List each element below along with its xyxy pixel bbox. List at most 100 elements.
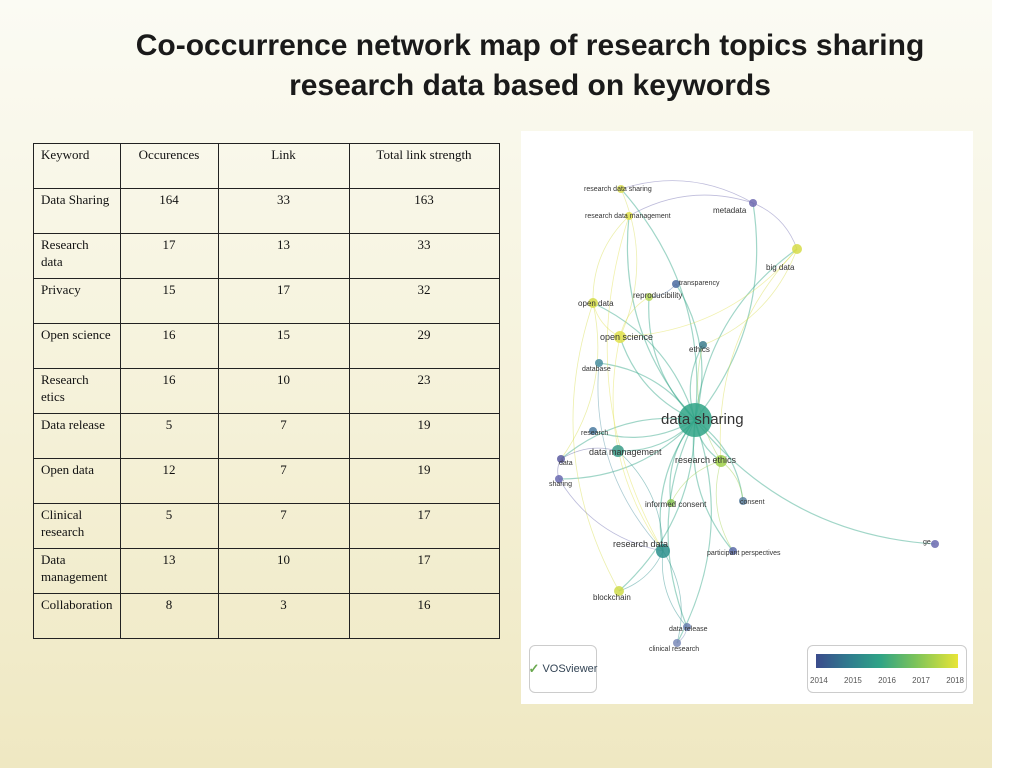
- network-node-circle[interactable]: [715, 455, 727, 467]
- cell-strength: 23: [348, 368, 500, 414]
- network-node-circle[interactable]: [729, 547, 737, 555]
- network-node-circle[interactable]: [683, 623, 691, 631]
- table-row: Open data 12 7 19: [33, 458, 500, 504]
- network-node-circle[interactable]: [673, 639, 681, 647]
- cell-occurences: 13: [119, 548, 219, 594]
- network-node-circle[interactable]: [931, 540, 939, 548]
- network-node[interactable]: ethics: [689, 341, 710, 354]
- network-node-circle[interactable]: [656, 544, 670, 558]
- network-node-circle[interactable]: [557, 455, 565, 463]
- network-node-circle[interactable]: [749, 199, 757, 207]
- network-node-label: reproducibility: [633, 291, 682, 300]
- header-link: Link: [217, 143, 350, 189]
- network-node[interactable]: research data: [613, 539, 670, 558]
- network-edge: [715, 460, 734, 552]
- network-node-circle[interactable]: [589, 427, 597, 435]
- cell-strength: 16: [348, 593, 500, 639]
- title-line-1: Co-occurrence network map of research to…: [135, 29, 925, 62]
- network-node-circle[interactable]: [555, 475, 563, 483]
- network-node-label: open data: [578, 299, 614, 308]
- network-node-label: data: [559, 460, 573, 467]
- network-node-label: consent: [740, 499, 765, 506]
- network-node-circle[interactable]: [614, 331, 626, 343]
- network-node[interactable]: sharing: [549, 475, 572, 488]
- network-edge: [667, 419, 696, 628]
- network-node-circle[interactable]: [699, 341, 707, 349]
- network-node[interactable]: consent: [739, 497, 765, 506]
- network-node[interactable]: data management: [589, 445, 662, 457]
- cell-strength: 29: [348, 323, 500, 369]
- network-node[interactable]: transparency: [672, 280, 720, 288]
- color-scale-tick: 2016: [878, 676, 896, 685]
- network-node[interactable]: reproducibility: [633, 291, 682, 301]
- cell-strength: 33: [348, 233, 500, 279]
- cell-keyword: Clinical research: [33, 503, 121, 549]
- network-node-circle[interactable]: [678, 403, 712, 437]
- cell-keyword: Open data: [33, 458, 121, 504]
- network-edge: [692, 419, 734, 552]
- network-edge: [617, 450, 664, 552]
- color-scale-tick: 2017: [912, 676, 930, 685]
- cell-strength: 17: [348, 503, 500, 549]
- network-node-label: transparency: [679, 280, 720, 287]
- cell-strength: 32: [348, 278, 500, 324]
- network-node[interactable]: big data: [766, 244, 802, 272]
- network-nodes: data sharing research ethics data manageme…: [549, 185, 939, 653]
- cell-link: 15: [217, 323, 350, 369]
- network-node[interactable]: blockchain: [593, 586, 631, 602]
- table-row: Collaboration 8 3 16: [33, 593, 500, 639]
- cell-link: 33: [217, 188, 350, 234]
- network-node-circle[interactable]: [612, 445, 624, 457]
- network-node-circle[interactable]: [614, 586, 624, 596]
- network-edge: [694, 419, 936, 545]
- network-edge: [662, 550, 682, 644]
- network-node-circle[interactable]: [792, 244, 802, 254]
- network-node[interactable]: data release: [669, 623, 708, 633]
- network-node-circle[interactable]: [617, 185, 625, 193]
- cell-occurences: 16: [119, 368, 219, 414]
- network-edge: [619, 296, 650, 338]
- network-node-circle[interactable]: [588, 298, 598, 308]
- network-map: data sharing research ethics data manageme…: [549, 180, 939, 653]
- network-node-label: metadata: [713, 206, 747, 215]
- table-row: Open science 16 15 29: [33, 323, 500, 369]
- network-node-circle[interactable]: [667, 499, 675, 507]
- network-node[interactable]: open data: [578, 298, 614, 308]
- network-edge: [659, 419, 696, 552]
- cell-link: 10: [217, 548, 350, 594]
- cell-keyword: Open science: [33, 323, 121, 369]
- network-node[interactable]: informed consent: [645, 499, 707, 509]
- cell-strength: 163: [348, 188, 500, 234]
- network-node-circle[interactable]: [645, 293, 653, 301]
- network-node-label: research data: [613, 539, 668, 549]
- cell-strength: 19: [348, 413, 500, 459]
- network-node[interactable]: open science: [600, 331, 653, 343]
- network-node-circle[interactable]: [739, 497, 747, 505]
- network-node-label: research ethics: [675, 455, 737, 465]
- network-edge: [597, 362, 664, 552]
- network-node[interactable]: research: [581, 427, 608, 437]
- slide-title: Co-occurrence network map of research to…: [60, 26, 1000, 106]
- network-node[interactable]: data: [557, 455, 573, 467]
- table-row: Research data 17 13 33: [33, 233, 500, 279]
- network-node-circle[interactable]: [595, 359, 603, 367]
- network-node[interactable]: research data management: [585, 212, 671, 220]
- network-node[interactable]: clinical research: [649, 639, 699, 653]
- network-node[interactable]: participant perspectives: [707, 547, 781, 557]
- network-edge: [560, 417, 696, 460]
- network-node[interactable]: ge: [923, 539, 939, 548]
- network-edge: [676, 419, 712, 644]
- network-node-label: data sharing: [661, 411, 744, 428]
- network-node[interactable]: data sharing: [661, 403, 744, 437]
- network-node[interactable]: database: [582, 359, 611, 373]
- header-keyword: Keyword: [33, 143, 121, 189]
- network-node-label: research data sharing: [584, 186, 652, 193]
- cell-strength: 19: [348, 458, 500, 504]
- color-scale-tick: 2015: [844, 676, 862, 685]
- network-node-label: ethics: [689, 345, 710, 354]
- network-node[interactable]: research data sharing: [584, 185, 652, 193]
- network-node[interactable]: metadata: [713, 199, 757, 215]
- network-node-circle[interactable]: [672, 280, 680, 288]
- network-node-circle[interactable]: [625, 212, 633, 220]
- network-node[interactable]: research ethics: [675, 455, 737, 467]
